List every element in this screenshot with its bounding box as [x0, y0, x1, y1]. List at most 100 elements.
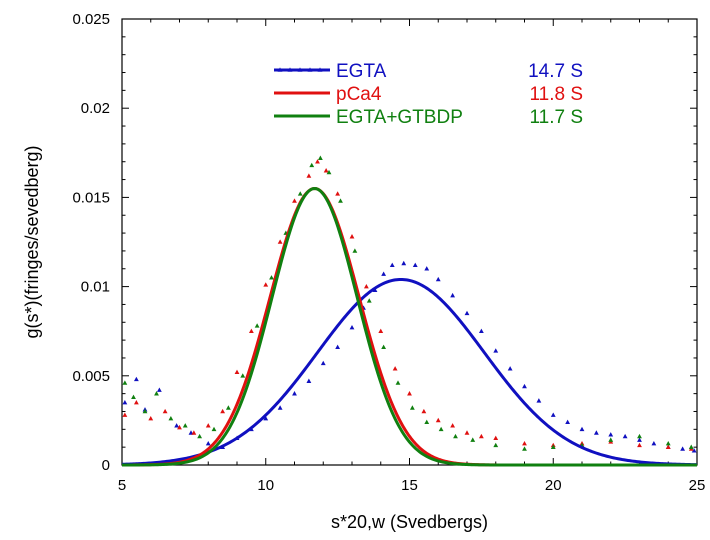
- legend-value: 11.8 S: [529, 84, 583, 105]
- data-point: [550, 444, 556, 449]
- data-point: [248, 328, 254, 333]
- data-point: [133, 399, 139, 405]
- data-point: [154, 391, 159, 396]
- data-point: [651, 440, 657, 446]
- data-point: [401, 260, 407, 266]
- data-point: [240, 373, 246, 378]
- data-point: [335, 191, 341, 196]
- data-point: [665, 444, 671, 449]
- data-point: [680, 446, 686, 451]
- data-point: [438, 426, 444, 432]
- data-point: [424, 266, 430, 271]
- data-point: [148, 416, 154, 421]
- data-point: [608, 437, 614, 442]
- data-point: [197, 433, 203, 439]
- data-point: [297, 191, 303, 196]
- legend-value: 14.7 S: [528, 61, 583, 82]
- data-point: [453, 433, 458, 439]
- data-point: [412, 262, 418, 267]
- data-point: [424, 419, 430, 424]
- fit-curve: [122, 186, 697, 467]
- data-point: [205, 440, 211, 446]
- data-point: [470, 437, 476, 442]
- data-point: [366, 298, 372, 303]
- data-point: [263, 416, 269, 421]
- data-points: [122, 155, 697, 453]
- data-point: [478, 433, 484, 439]
- legend-label: EGTA+GTBDP: [336, 107, 463, 128]
- legend-value: 11.7 S: [529, 107, 583, 128]
- data-point: [622, 433, 628, 439]
- data-point: [536, 398, 542, 403]
- y-tick-label: 0: [102, 457, 110, 474]
- data-point: [507, 366, 513, 371]
- data-point: [522, 446, 527, 451]
- data-point: [122, 412, 128, 417]
- data-point: [378, 328, 384, 333]
- data-point: [688, 444, 694, 449]
- legend-marker: [297, 67, 303, 72]
- data-point: [349, 234, 355, 239]
- tick-labels: 5 10 15 20 25 0 0.005 0.01 0.015 0.02 0.025: [72, 11, 705, 494]
- legend-marker: [287, 67, 293, 72]
- data-point: [254, 323, 260, 328]
- legend-label: EGTA: [336, 61, 387, 82]
- data-point: [269, 275, 274, 280]
- data-point: [263, 282, 269, 287]
- data-point: [522, 440, 527, 446]
- data-point: [317, 155, 323, 160]
- data-point: [323, 168, 329, 173]
- data-point: [131, 394, 136, 400]
- data-point: [381, 271, 387, 276]
- x-axis-label: s*20,w (Svedbergs): [331, 512, 488, 532]
- data-point: [691, 448, 697, 453]
- data-point: [665, 440, 671, 446]
- y-tick-label: 0.005: [72, 368, 110, 385]
- fit-curves: [121, 186, 698, 467]
- y-axis-label: g(s*)(fringes/sevedberg): [22, 145, 42, 338]
- data-point: [277, 405, 283, 410]
- data-point: [579, 426, 585, 432]
- data-point: [182, 423, 188, 428]
- data-point: [478, 328, 484, 333]
- data-point: [234, 369, 240, 375]
- data-point: [335, 344, 341, 350]
- data-point: [363, 284, 369, 289]
- data-point: [421, 408, 427, 414]
- data-point: [205, 423, 211, 428]
- legend-marker: [307, 67, 313, 72]
- data-point: [309, 162, 315, 168]
- data-point: [593, 430, 599, 435]
- data-point: [315, 159, 320, 164]
- data-point: [349, 325, 355, 330]
- data-point: [392, 366, 398, 371]
- data-point: [320, 360, 326, 366]
- data-point: [162, 408, 168, 414]
- data-point: [142, 408, 148, 414]
- x-tick-label: 15: [401, 477, 418, 494]
- data-point: [122, 380, 128, 385]
- data-point: [389, 262, 395, 267]
- data-point: [133, 376, 139, 382]
- data-point: [522, 383, 527, 389]
- data-point: [156, 387, 162, 392]
- data-point: [352, 248, 358, 253]
- data-point: [122, 399, 128, 405]
- data-point: [177, 424, 182, 430]
- data-point: [493, 442, 499, 448]
- y-tick-label: 0.01: [81, 279, 110, 296]
- data-point: [168, 416, 174, 421]
- x-tick-label: 20: [545, 477, 562, 494]
- data-point: [211, 426, 217, 432]
- data-point: [191, 430, 197, 435]
- data-point: [277, 239, 283, 244]
- data-point: [306, 378, 312, 383]
- legend-marker: [277, 67, 283, 72]
- data-point: [450, 423, 456, 428]
- data-point: [306, 173, 312, 178]
- data-point: [395, 380, 401, 385]
- data-point: [292, 198, 297, 203]
- data-point: [637, 437, 642, 442]
- data-point: [407, 391, 412, 396]
